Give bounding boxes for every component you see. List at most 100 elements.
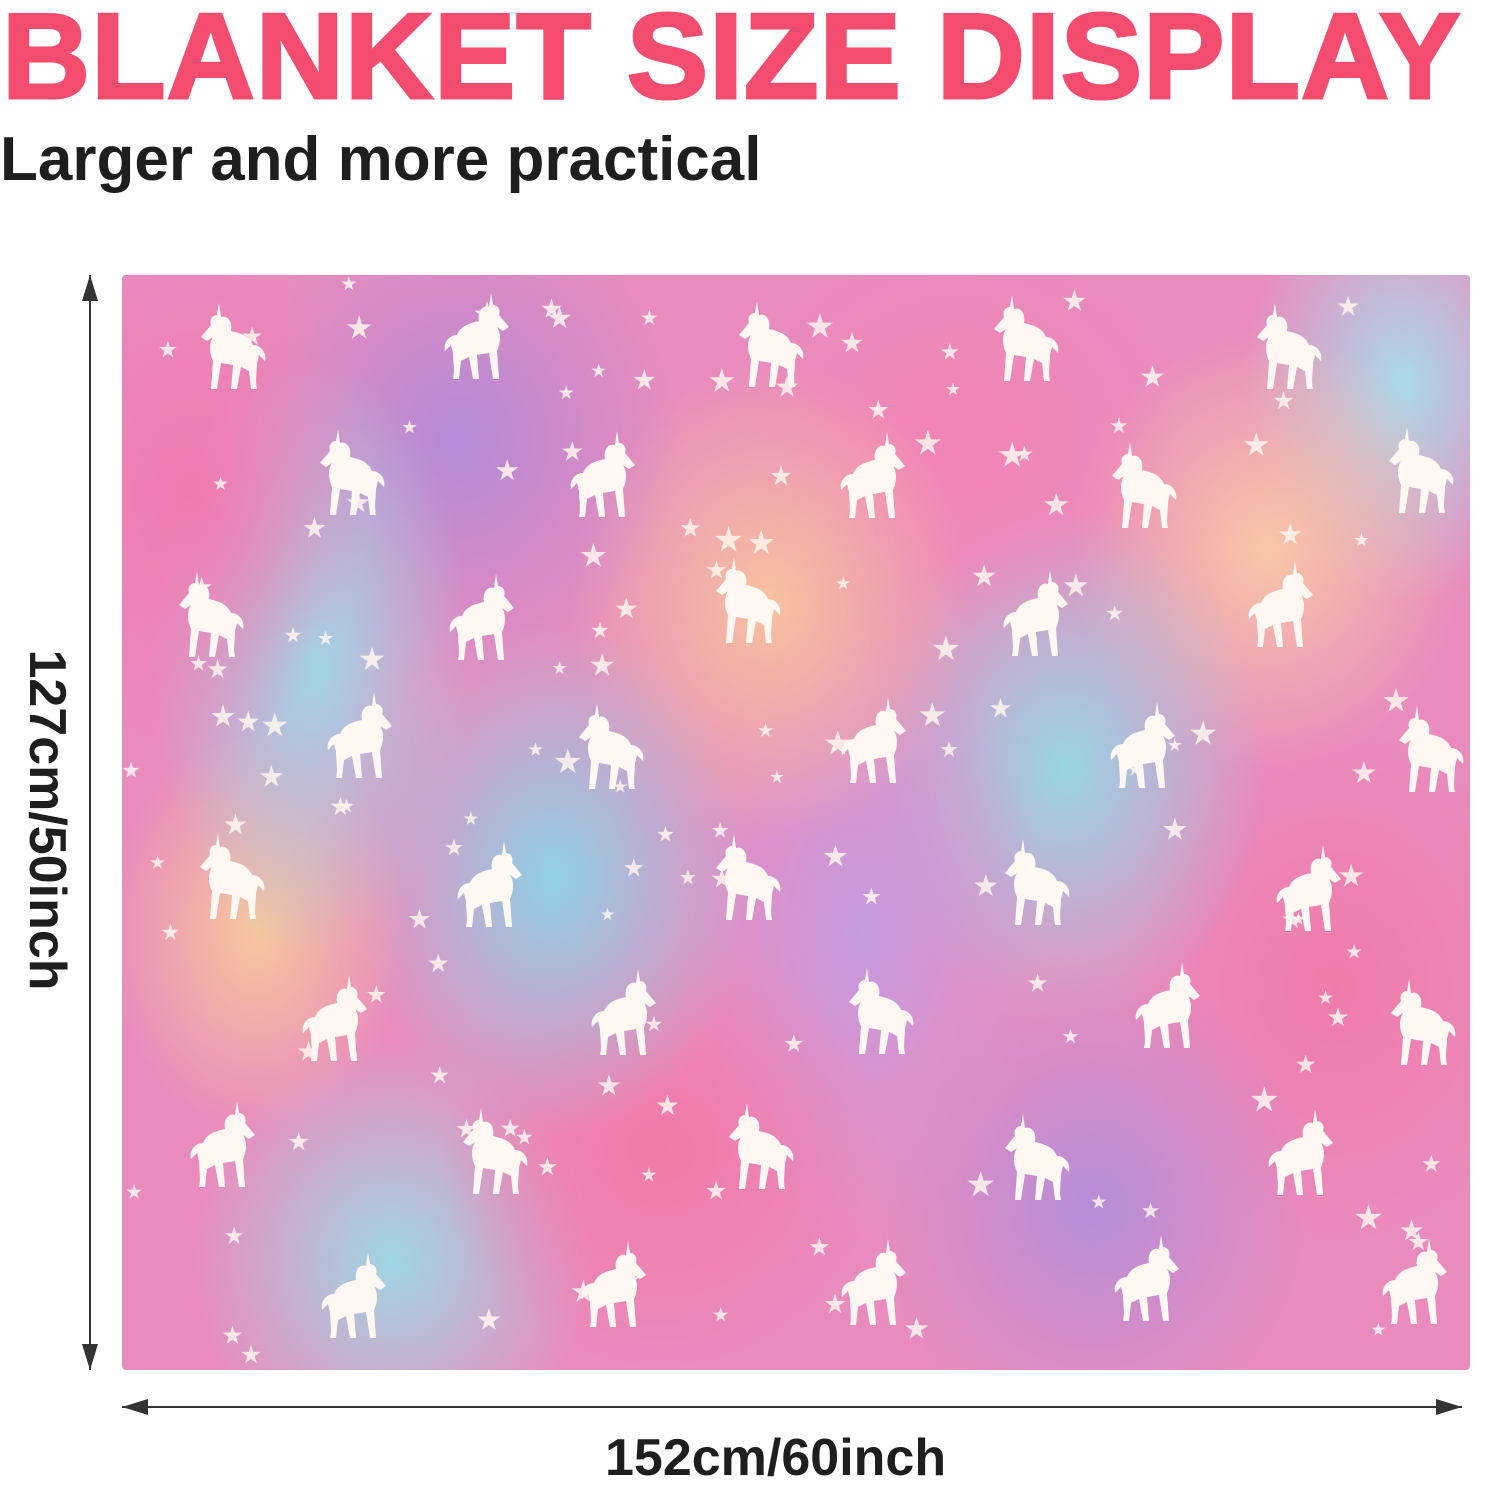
unicorn-icon: [457, 841, 522, 928]
star-icon: [624, 858, 644, 877]
unicorn-icon: [1112, 441, 1177, 528]
star-icon: [430, 1066, 449, 1084]
star-icon: [657, 825, 674, 842]
unicorn-icon: [1382, 1237, 1448, 1324]
star-icon: [946, 382, 960, 396]
arrow-left-icon: [122, 1399, 148, 1415]
unicorn-icon: [319, 428, 385, 515]
arrow-down-icon: [82, 1344, 98, 1370]
star-icon: [1110, 417, 1128, 434]
star-icon: [615, 597, 638, 619]
star-icon: [715, 526, 742, 552]
star-icon: [495, 459, 519, 481]
unicorn-icon: [849, 968, 914, 1055]
height-arrow: [89, 275, 91, 1370]
star-icon: [836, 576, 851, 590]
unicorn-icon: [302, 975, 368, 1062]
star-icon: [161, 923, 180, 941]
star-icon: [591, 363, 606, 378]
star-icon: [1317, 989, 1333, 1005]
star-icon: [591, 621, 609, 638]
star-icon: [748, 529, 774, 554]
page-title: BLANKET SIZE DISPLAY: [0, 0, 1462, 126]
star-icon: [597, 1074, 621, 1096]
star-icon: [241, 1344, 261, 1364]
star-icon: [224, 1226, 244, 1244]
star-icon: [1044, 492, 1069, 516]
unicorn-icon: [179, 571, 244, 658]
star-icon: [213, 476, 228, 491]
unicorn-icon: [715, 833, 781, 920]
star-icon: [1062, 1028, 1079, 1044]
star-icon: [600, 907, 615, 921]
star-icon: [259, 764, 284, 787]
unicorn-icon: [994, 294, 1059, 381]
unicorn-icon: [840, 432, 905, 519]
star-icon: [1422, 1154, 1441, 1172]
star-icon: [990, 697, 1011, 718]
star-icon: [1273, 390, 1294, 410]
star-icon: [868, 399, 889, 419]
star-icon: [784, 1034, 804, 1053]
star-icon: [346, 315, 372, 339]
unicorn-icon: [200, 302, 266, 389]
star-icon: [919, 702, 946, 727]
unicorn-icon: [841, 697, 906, 784]
star-icon: [641, 1167, 657, 1182]
star-icon: [537, 1157, 557, 1176]
star-icon: [237, 710, 260, 732]
star-icon: [1296, 1054, 1316, 1073]
star-icon: [1106, 604, 1123, 621]
star-icon: [580, 542, 607, 567]
star-icon: [341, 275, 357, 291]
unicorn-icon: [728, 1102, 794, 1189]
unicorn-icon: [463, 1108, 528, 1195]
star-icon: [428, 953, 449, 973]
unicorn-icon: [1004, 838, 1070, 925]
blanket-image: [122, 275, 1470, 1370]
star-icon: [590, 653, 615, 676]
star-icon: [1355, 1204, 1382, 1230]
star-icon: [1028, 973, 1048, 992]
star-icon: [770, 465, 792, 486]
unicorn-icon: [1268, 1108, 1333, 1195]
unicorn-icon: [1391, 978, 1456, 1065]
star-icon: [1279, 523, 1302, 545]
unicorn-icon: [1110, 701, 1175, 788]
unicorn-icon: [581, 1240, 647, 1327]
star-icon: [317, 630, 334, 645]
unicorn-icon: [716, 557, 781, 644]
unicorn-icon: [1248, 560, 1313, 647]
star-icon: [126, 1183, 142, 1199]
star-icon: [770, 770, 784, 783]
unicorn-icon: [1398, 706, 1464, 793]
unicorn-icon: [591, 968, 656, 1055]
star-icon: [207, 659, 228, 679]
star-icon: [463, 811, 478, 825]
star-icon: [284, 626, 302, 643]
unicorn-icon: [200, 833, 265, 920]
star-icon: [806, 312, 834, 338]
star-icon: [914, 429, 941, 455]
star-icon: [940, 741, 958, 757]
star-icon: [1244, 432, 1269, 456]
unicorn-icon: [578, 703, 644, 790]
star-icon: [940, 342, 959, 360]
star-icon: [972, 564, 996, 587]
star-icon: [758, 722, 773, 737]
star-icon: [1063, 289, 1086, 311]
star-icon: [1190, 720, 1217, 745]
star-icon: [679, 869, 696, 885]
star-icon: [1346, 943, 1362, 959]
star-icon: [288, 1131, 309, 1151]
star-icon: [633, 369, 656, 390]
star-icon: [1163, 817, 1187, 840]
star-icon: [1352, 760, 1376, 784]
unicorn-icon: [449, 573, 514, 660]
star-icon: [211, 704, 235, 727]
unicorn-icon: [570, 430, 635, 517]
star-icon: [713, 1307, 729, 1322]
star-icon: [150, 855, 165, 869]
star-icon: [122, 761, 140, 778]
unicorn-icon: [327, 692, 392, 779]
